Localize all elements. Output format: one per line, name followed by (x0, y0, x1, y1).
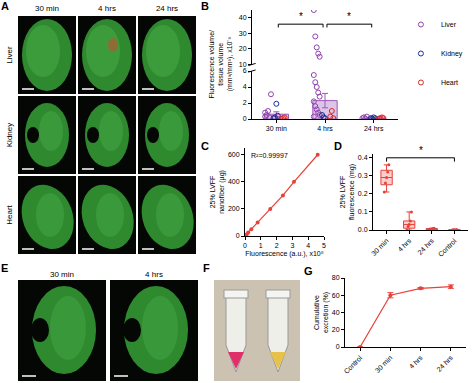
svg-text:0.3: 0.3 (358, 172, 368, 179)
svg-text:20: 20 (332, 326, 340, 333)
svg-text:600: 600 (228, 151, 240, 158)
svg-text:0: 0 (336, 343, 340, 350)
svg-text:D: D (334, 140, 342, 152)
svg-text:0.2: 0.2 (358, 190, 368, 197)
svg-text:4: 4 (306, 242, 310, 249)
svg-text:B: B (201, 0, 209, 12)
svg-text:0: 0 (236, 232, 240, 239)
svg-text:40: 40 (239, 14, 247, 21)
svg-text:1: 1 (259, 242, 263, 249)
svg-text:40: 40 (332, 309, 340, 316)
svg-text:4 hrs: 4 hrs (317, 125, 333, 132)
svg-text:30 min: 30 min (370, 237, 390, 257)
svg-text:400: 400 (228, 178, 240, 185)
svg-text:60: 60 (332, 292, 340, 299)
svg-text:24 hrs: 24 hrs (364, 125, 384, 132)
svg-text:Control: Control (342, 354, 363, 375)
svg-text:0.4: 0.4 (358, 154, 368, 161)
svg-text:30 min: 30 min (50, 270, 74, 279)
svg-text:Heart: Heart (5, 204, 14, 224)
svg-text:6: 6 (243, 67, 247, 74)
svg-text:0: 0 (243, 242, 247, 249)
svg-text:0: 0 (243, 115, 247, 122)
svg-text:*: * (347, 11, 351, 22)
svg-text:0.1: 0.1 (358, 208, 368, 215)
svg-text:Control: Control (437, 237, 458, 258)
svg-text:Heart: Heart (441, 79, 458, 86)
svg-text:Liver: Liver (441, 21, 457, 28)
svg-text:A: A (1, 0, 9, 12)
svg-text:C: C (201, 140, 209, 152)
svg-text:Kidney: Kidney (441, 50, 463, 58)
svg-text:2: 2 (243, 99, 247, 106)
svg-text:Kidney: Kidney (5, 123, 14, 147)
svg-text:*: * (299, 11, 303, 22)
svg-text:30: 30 (239, 30, 247, 37)
svg-text:200: 200 (228, 205, 240, 212)
svg-text:4 hrs: 4 hrs (145, 270, 163, 279)
svg-text:*: * (419, 145, 423, 156)
svg-text:30 min: 30 min (374, 354, 394, 374)
svg-text:20: 20 (239, 45, 247, 52)
svg-text:Liver: Liver (5, 46, 14, 64)
svg-text:5: 5 (322, 242, 326, 249)
svg-text:30 min: 30 min (35, 4, 59, 13)
svg-text:80: 80 (332, 274, 340, 281)
svg-text:E: E (1, 262, 8, 274)
svg-text:30 min: 30 min (266, 125, 287, 132)
svg-text:4 hrs: 4 hrs (396, 237, 412, 253)
svg-text:3: 3 (290, 242, 294, 249)
svg-text:0.0: 0.0 (358, 226, 368, 233)
svg-text:25% LVFFfluorescence (mg): 25% LVFFfluorescence (mg) (339, 164, 356, 220)
svg-text:F: F (203, 262, 210, 274)
svg-text:24 hrs: 24 hrs (435, 354, 454, 373)
svg-text:4: 4 (243, 83, 247, 90)
svg-text:Fluorescence (a.u.), x10⁸: Fluorescence (a.u.), x10⁸ (245, 250, 323, 258)
svg-text:G: G (304, 265, 313, 277)
svg-text:R²=0.99997: R²=0.99997 (251, 152, 288, 159)
svg-text:2: 2 (275, 242, 279, 249)
svg-text:24 hrs: 24 hrs (416, 237, 435, 256)
svg-text:25% LVFFnanofiber (µg): 25% LVFFnanofiber (µg) (209, 170, 226, 214)
svg-text:Fluorescence volume/tissue vol: Fluorescence volume/tissue volume(mm³/mm… (208, 30, 234, 99)
svg-text:4 hrs: 4 hrs (98, 4, 116, 13)
svg-text:Cumulativeexcretion (%): Cumulativeexcretion (%) (313, 292, 330, 333)
svg-text:24 hrs: 24 hrs (156, 4, 178, 13)
svg-text:10: 10 (239, 61, 247, 68)
svg-text:4 hrs: 4 hrs (408, 354, 424, 370)
